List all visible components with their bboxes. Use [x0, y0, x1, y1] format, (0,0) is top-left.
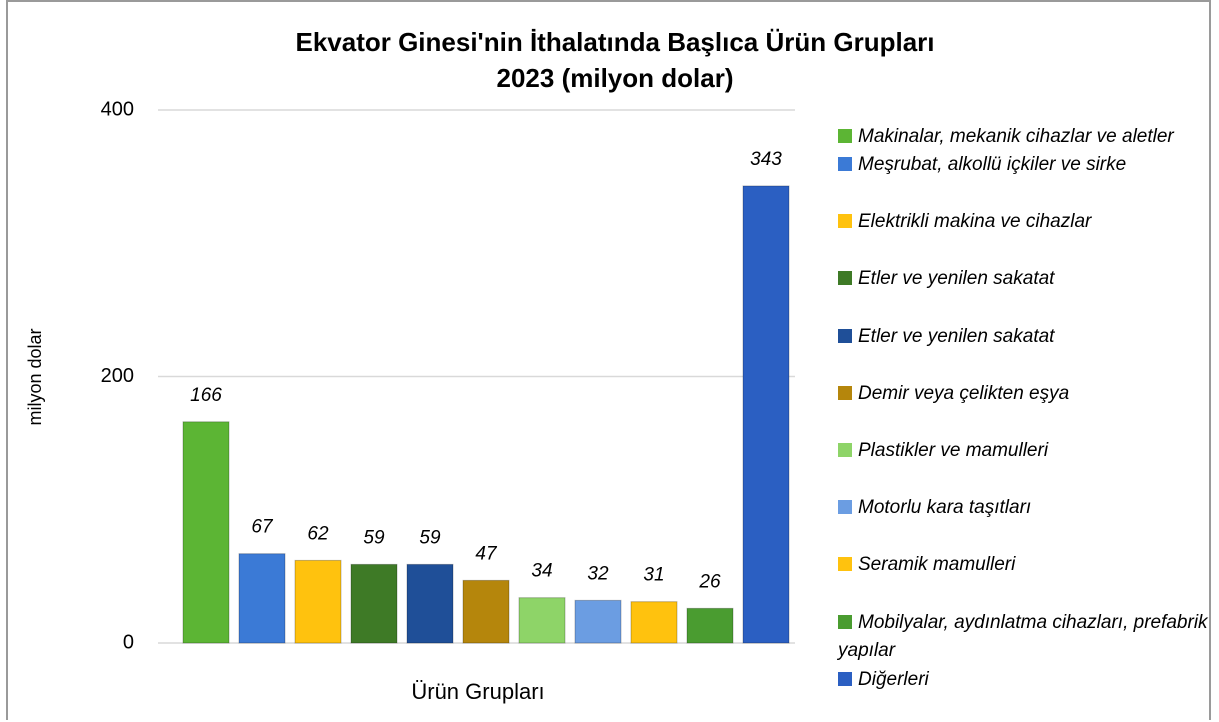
- bar: [350, 563, 398, 644]
- legend-label: Meşrubat, alkollü içkiler ve sirke: [858, 154, 1127, 175]
- legend-swatch: [838, 614, 852, 629]
- bar: [238, 553, 286, 644]
- bar: [462, 579, 510, 644]
- legend-label: Demir veya çelikten eşya: [858, 382, 1070, 404]
- legend-swatch: [838, 328, 852, 343]
- data-label: 34: [531, 561, 552, 582]
- legend-swatch: [838, 129, 852, 143]
- legend-label: Etler ve yenilen sakatat: [858, 268, 1055, 290]
- legend-label: Seramik mamulleri: [858, 554, 1016, 576]
- legend-swatch: [838, 557, 852, 572]
- legend-swatch: [838, 671, 852, 686]
- legend-entry: Demir veya çelikten eşya: [838, 380, 1218, 408]
- legend-label: Elektrikli makina ve cihazlar: [858, 211, 1092, 233]
- legend-swatch: [838, 157, 852, 171]
- data-label: 166: [190, 385, 222, 406]
- data-label: 47: [475, 543, 498, 564]
- x-axis-label: Ürün Grupları: [411, 679, 544, 704]
- legend-label: Etler ve yenilen sakatat: [858, 325, 1055, 347]
- legend-swatch: [838, 271, 852, 286]
- legend-entry: Mobilyalar, aydınlatma cihazları, prefab…: [838, 609, 1218, 665]
- frame: [6, 0, 1211, 720]
- bar: [742, 185, 790, 644]
- legend-label: Motorlu kara taşıtları: [858, 497, 1032, 519]
- y-tick-label: 0: [123, 631, 134, 653]
- y-tick-label: 400: [101, 98, 134, 120]
- bar: [294, 559, 342, 644]
- legend-swatch: [838, 443, 852, 457]
- bar: [406, 563, 454, 644]
- legend-entry: Elektrikli makina ve cihazlar: [838, 208, 1218, 236]
- bar: [686, 607, 734, 644]
- data-label: 67: [251, 517, 274, 538]
- data-label: 59: [419, 527, 441, 548]
- legend-swatch: [838, 214, 852, 229]
- data-label: 32: [587, 563, 609, 584]
- y-axis-label: milyon dolar: [25, 328, 45, 425]
- legend-entry: Meşrubat, alkollü içkiler ve sirke: [838, 151, 1218, 179]
- legend-label: Mobilyalar, aydınlatma cihazları, prefab…: [838, 611, 1208, 661]
- data-label: 31: [643, 565, 664, 586]
- legend-swatch: [838, 500, 852, 515]
- data-label: 59: [363, 527, 385, 548]
- legend-entry: Motorlu kara taşıtları: [838, 494, 1218, 522]
- bar: [630, 601, 678, 644]
- legend-label: Makinalar, mekanik cihazlar ve aletler: [858, 126, 1174, 147]
- legend-entry: Etler ve yenilen sakatat: [838, 323, 1218, 351]
- legend-entry: Plastikler ve mamulleri: [838, 437, 1218, 465]
- bar: [518, 597, 566, 644]
- data-label: 26: [698, 571, 721, 592]
- y-tick-label: 200: [101, 365, 134, 387]
- legend-entry: Seramik mamulleri: [838, 551, 1218, 579]
- chart-subtitle: 2023 (milyon dolar): [497, 63, 734, 93]
- chart-title: Ekvator Ginesi'nin İthalatında Başlıca Ü…: [295, 27, 934, 57]
- legend-swatch: [838, 385, 852, 400]
- bar: [574, 599, 622, 644]
- legend-entry: Makinalar, mekanik cihazlar ve aletler: [838, 123, 1218, 151]
- data-label: 62: [307, 523, 329, 544]
- legend-entry: Diğerleri: [838, 666, 1218, 694]
- legend-label: Plastikler ve mamulleri: [858, 440, 1049, 461]
- legend-entry: Etler ve yenilen sakatat: [838, 265, 1218, 293]
- legend-label: Diğerleri: [858, 668, 929, 690]
- bar: [182, 421, 230, 644]
- data-label: 343: [750, 149, 782, 170]
